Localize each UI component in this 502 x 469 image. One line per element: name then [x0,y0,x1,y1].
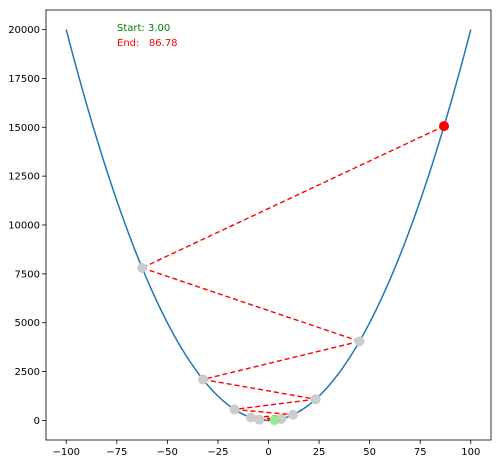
descent-path-segment [234,398,316,411]
x-tick-label: −75 [106,447,127,458]
x-tick-label: −50 [157,447,178,458]
descent-path-layer [141,125,445,421]
y-tick-label: 10000 [8,221,40,232]
y-tick-label: 15000 [8,123,40,134]
x-tick-label: 100 [461,447,480,458]
iteration-point [254,414,265,425]
x-axis-ticks: −100 −75 −50 −25 0 25 50 75 100 [52,440,480,458]
iteration-point [310,394,321,405]
y-tick-label: 0 [34,416,40,427]
curve-layer [65,29,472,422]
x-tick-label: −100 [52,447,79,458]
descent-path-segment [202,340,360,381]
start-point [269,415,280,426]
y-tick-label: 20000 [8,25,40,36]
end-point [439,121,450,132]
iteration-point [354,336,365,347]
iteration-point [229,404,240,415]
descent-path-segment [234,408,294,416]
plot-area-frame [45,9,492,441]
y-tick-label: 17500 [8,74,40,85]
y-axis-ticks: 0 2500 5000 7500 10000 12500 15000 17500 20000 [8,25,46,427]
descent-path-segment [202,378,316,400]
y-tick-label: 12500 [8,172,40,183]
iteration-points-layer [137,121,450,426]
descent-path-segment [141,125,445,269]
y-tick-label: 2500 [15,367,40,378]
x-tick-label: 0 [265,447,271,458]
iteration-point [245,412,256,423]
x-tick-label: 75 [414,447,427,458]
end-annotation: End: 86.78 [117,38,178,49]
start-annotation: Start: 3.00 [117,23,170,34]
y-tick-label: 5000 [15,318,40,329]
descent-path-segment [141,267,360,342]
iteration-point [197,374,208,385]
parabola-curve [65,29,472,422]
iteration-point [137,262,148,273]
x-tick-label: 25 [313,447,326,458]
x-tick-label: −25 [207,447,228,458]
y-tick-label: 7500 [15,269,40,280]
iteration-point [287,409,298,420]
x-tick-label: 50 [363,447,376,458]
